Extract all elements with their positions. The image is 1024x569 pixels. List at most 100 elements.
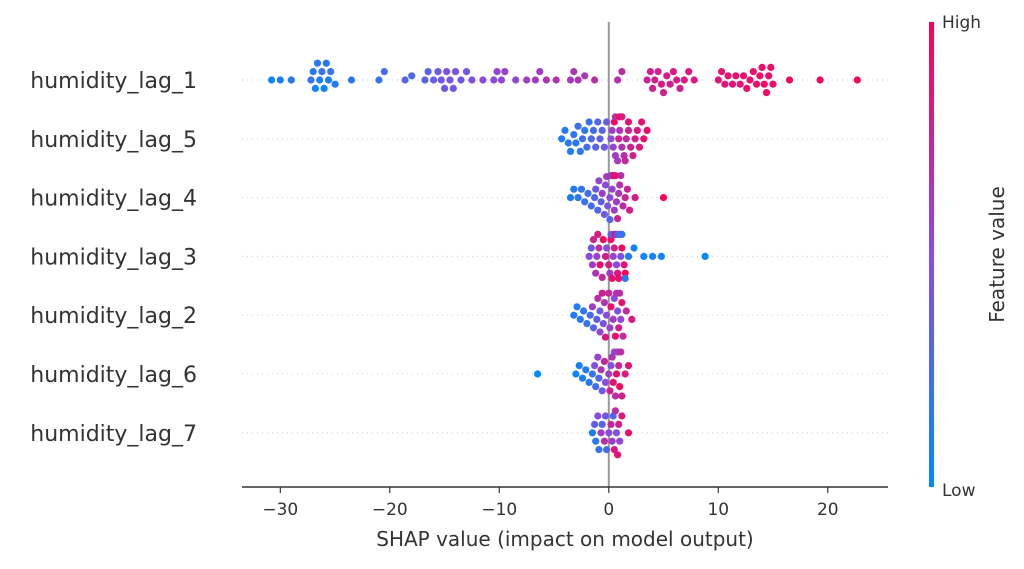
shap-point	[614, 157, 622, 165]
shap-point	[585, 378, 593, 386]
shap-point	[331, 80, 339, 88]
shap-point	[612, 198, 621, 206]
shap-point	[375, 76, 383, 84]
shap-point	[621, 194, 629, 202]
shap-point	[609, 143, 617, 151]
shap-point	[607, 362, 615, 370]
shap-point	[591, 420, 599, 428]
shap-point	[512, 76, 520, 84]
shap-point	[604, 202, 612, 210]
shap-point	[594, 353, 602, 361]
shap-point	[765, 72, 773, 80]
shap-point	[307, 76, 315, 84]
shap-point	[635, 143, 644, 151]
shap-point	[603, 446, 611, 454]
shap-point	[615, 274, 623, 282]
shap-point	[612, 370, 621, 378]
colorbar-title: Feature value	[985, 186, 1009, 323]
shap-point	[739, 72, 748, 80]
shap-point	[596, 261, 604, 269]
feature-row-humidity_lag_6: humidity_lag_6	[30, 363, 888, 388]
shap-point	[408, 72, 416, 80]
shap-point	[592, 143, 600, 151]
shap-point	[595, 446, 603, 454]
shap-point	[587, 135, 595, 143]
shap-point	[566, 76, 575, 84]
shap-point	[380, 68, 388, 76]
shap-point	[558, 135, 566, 143]
shap-point	[621, 274, 629, 282]
feature-label: humidity_lag_7	[30, 422, 197, 447]
shap-point	[600, 437, 609, 445]
shap-point	[593, 252, 601, 260]
shap-point	[327, 68, 335, 76]
feature-row-humidity_lag_1: humidity_lag_1	[30, 69, 888, 94]
x-axis: −30 −20 −10 0 10 20	[242, 486, 888, 520]
shap-point	[552, 76, 560, 84]
shap-point	[614, 76, 622, 84]
x-axis-title: SHAP value (impact on model output)	[376, 527, 753, 551]
shap-point	[643, 76, 651, 84]
shap-point	[592, 383, 600, 391]
shap-point	[578, 135, 587, 143]
shap-point	[276, 76, 284, 84]
shap-point	[600, 210, 609, 218]
shap-point	[618, 412, 626, 420]
feature-rows: humidity_lag_1 humidity_lag_5 humidity_lag…	[30, 69, 888, 447]
shap-point	[762, 89, 771, 97]
shap-point	[638, 118, 646, 126]
shap-point	[609, 315, 617, 323]
shap-point	[616, 437, 624, 445]
shap-point	[573, 303, 581, 311]
shap-point	[570, 68, 578, 76]
shap-point	[749, 68, 757, 76]
shap-point	[724, 72, 732, 80]
shap-point	[680, 76, 688, 84]
shap-point	[542, 76, 551, 84]
shap-point	[497, 76, 506, 84]
shap-point	[446, 76, 454, 84]
shap-point	[612, 429, 621, 437]
shap-point	[615, 135, 623, 143]
shap-point	[619, 332, 627, 340]
shap-point	[561, 126, 569, 134]
shap-point	[624, 429, 633, 437]
shap-point	[615, 362, 623, 370]
feature-row-humidity_lag_4: humidity_lag_4	[30, 187, 888, 212]
colorbar-high-label: High	[942, 13, 981, 33]
shap-point	[591, 76, 599, 84]
x-tick-label: 10	[707, 500, 729, 520]
shap-point	[627, 143, 635, 151]
shap-point	[572, 139, 580, 147]
shap-point	[617, 315, 625, 323]
shap-point	[581, 126, 589, 134]
shap-point	[598, 189, 606, 197]
feature-label: humidity_lag_5	[30, 128, 197, 153]
shap-point	[599, 320, 607, 328]
shap-point	[685, 68, 693, 76]
shap-point	[599, 236, 607, 244]
shap-point	[595, 244, 603, 252]
shap-point	[588, 303, 597, 311]
shap-point	[736, 80, 744, 88]
shap-point	[534, 370, 542, 378]
shap-point	[313, 59, 322, 67]
shap-point	[633, 126, 641, 134]
shap-point	[594, 294, 602, 302]
shap-point	[316, 76, 324, 84]
shap-point	[657, 80, 666, 88]
data-points	[268, 59, 861, 459]
shap-point	[596, 307, 604, 315]
shap-point	[578, 374, 587, 382]
shap-point	[596, 328, 604, 336]
shap-point	[601, 252, 610, 260]
shap-point	[576, 315, 584, 323]
shap-point	[816, 76, 824, 84]
x-tick-label: −20	[372, 500, 408, 520]
colorbar-gradient	[929, 22, 934, 487]
shap-point	[618, 230, 626, 238]
shap-point	[601, 181, 610, 189]
shap-point	[605, 370, 613, 378]
shap-point	[589, 126, 598, 134]
shap-point	[728, 80, 737, 88]
